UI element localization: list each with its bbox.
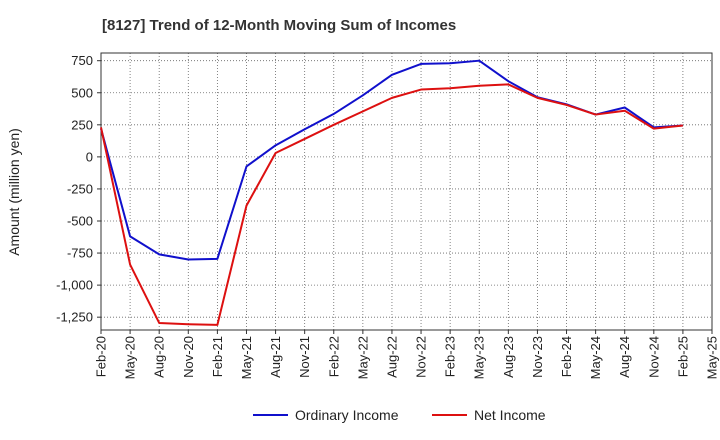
y-tick-label: 250 — [71, 117, 93, 132]
legend: Ordinary Income Net Income — [253, 407, 546, 423]
x-tick-label: Feb-21 — [210, 336, 225, 377]
plot-area — [100, 52, 713, 331]
x-axis: Feb-20 May-20 Aug-20 Nov-20 Feb-21 May-21 Aug-… — [94, 330, 720, 379]
x-tick-label: Nov-23 — [530, 336, 545, 378]
x-tick-label: Aug-23 — [501, 336, 516, 378]
legend-label-ordinary-income: Ordinary Income — [295, 407, 399, 423]
x-tick-label: Aug-24 — [617, 336, 632, 378]
x-tick-label: Aug-20 — [152, 336, 167, 378]
x-tick-label: May-22 — [355, 336, 370, 379]
y-tick-label: -500 — [67, 213, 93, 228]
x-tick-label: May-21 — [239, 336, 254, 379]
legend-label-net-income: Net Income — [474, 407, 546, 423]
x-tick-label: May-25 — [705, 336, 720, 379]
net-income-line — [100, 83, 684, 326]
y-tick-label: -750 — [67, 246, 93, 261]
x-tick-label: Feb-20 — [94, 336, 109, 377]
y-tick-label: 500 — [71, 85, 93, 100]
y-axis-label: Amount (million yen) — [6, 128, 22, 256]
x-tick-label: Nov-21 — [297, 336, 312, 378]
x-tick-label: Feb-25 — [675, 336, 690, 377]
y-axis: 750 500 250 0 -250 -500 -750 -1,000 -1,250 — [56, 53, 101, 325]
x-tick-label: Nov-22 — [414, 336, 429, 378]
x-tick-label: Feb-24 — [559, 336, 574, 377]
y-tick-label: -1,250 — [56, 310, 93, 325]
y-tick-label: -250 — [67, 181, 93, 196]
x-tick-label: May-20 — [123, 336, 138, 379]
chart-title: [8127] Trend of 12-Month Moving Sum of I… — [102, 17, 456, 34]
x-tick-label: Feb-22 — [326, 336, 341, 377]
plot-border — [100, 52, 713, 331]
y-tick-label: 0 — [86, 149, 93, 164]
x-tick-label: May-23 — [472, 336, 487, 379]
x-tick-label: Aug-22 — [384, 336, 399, 378]
x-tick-label: May-24 — [588, 336, 603, 379]
x-tick-label: Nov-24 — [646, 336, 661, 378]
y-tick-label: -1,000 — [56, 278, 93, 293]
x-tick-label: Aug-21 — [268, 336, 283, 378]
x-tick-label: Nov-20 — [181, 336, 196, 378]
y-tick-label: 750 — [71, 53, 93, 68]
plot-background — [101, 53, 712, 330]
x-tick-label: Feb-23 — [443, 336, 458, 377]
